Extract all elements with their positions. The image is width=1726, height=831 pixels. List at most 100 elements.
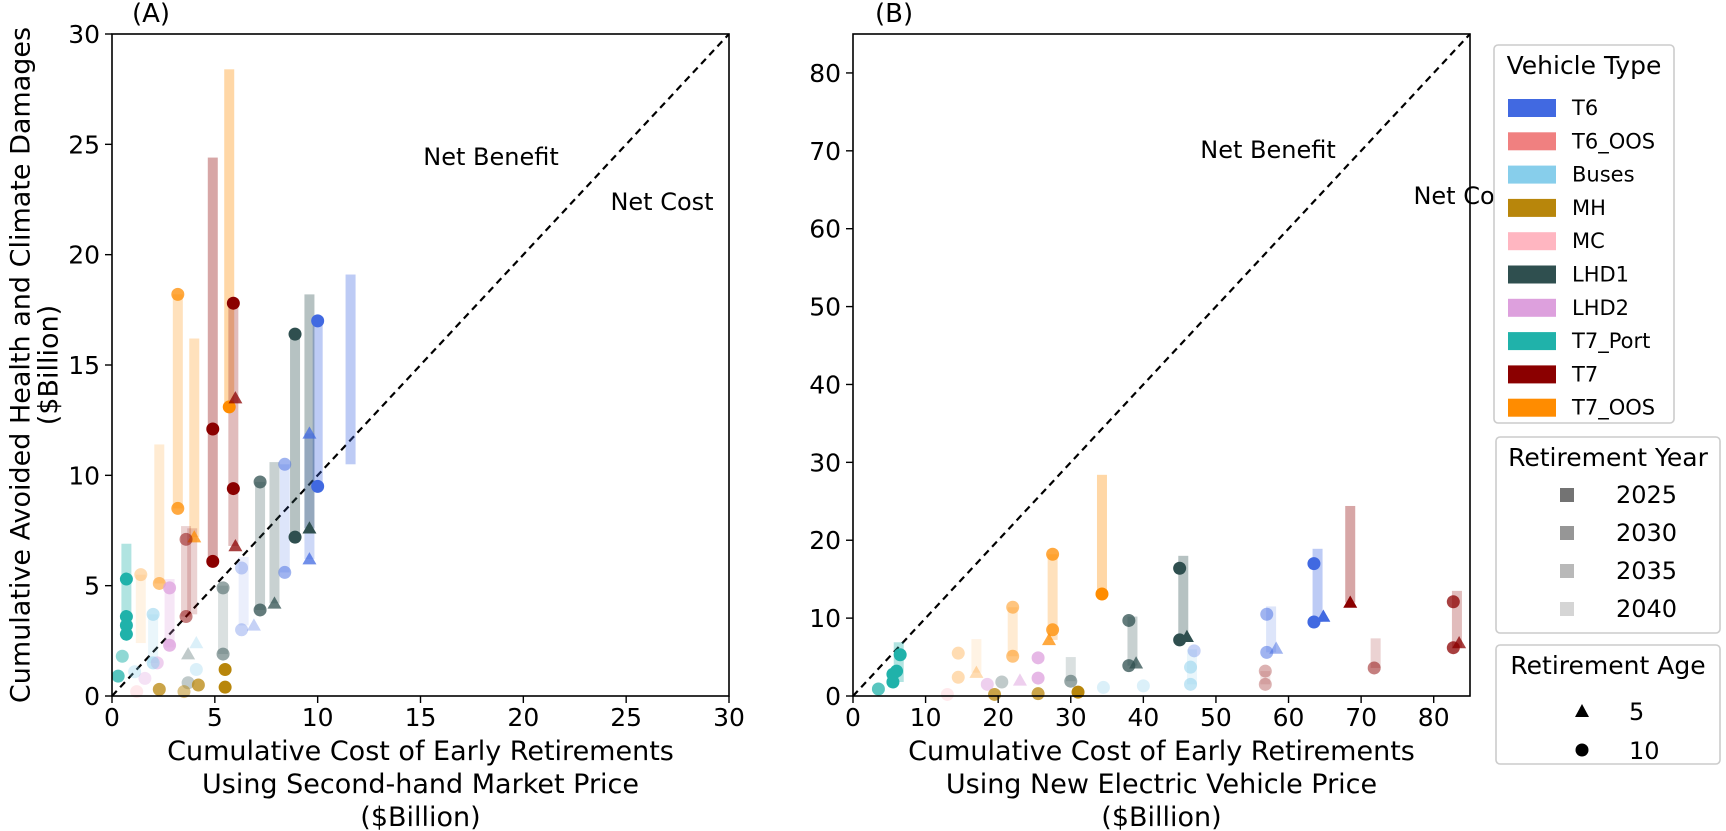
x-tick-label: 10 <box>910 703 942 732</box>
circle-marker <box>1064 674 1078 688</box>
circle-marker <box>253 475 267 489</box>
circle-marker <box>980 677 994 691</box>
x-axis-label: ($Billion) <box>1101 802 1221 831</box>
x-tick-label: 30 <box>713 703 745 732</box>
x-tick-label: 50 <box>1200 703 1232 732</box>
y-tick-label: 40 <box>809 370 841 399</box>
range-bar <box>1370 638 1381 668</box>
legend-swatch <box>1508 132 1556 151</box>
circle-marker <box>1006 600 1020 614</box>
circle-marker <box>311 314 325 328</box>
circle-marker <box>152 576 166 590</box>
legend-title: Vehicle Type <box>1507 51 1662 80</box>
legend-square <box>1560 602 1574 616</box>
circle-marker <box>226 296 240 310</box>
circle-marker <box>134 568 148 582</box>
circle-marker <box>288 327 302 341</box>
legend-swatch <box>1508 265 1556 284</box>
triangle-marker <box>302 426 317 439</box>
y-tick-label: 30 <box>68 20 100 49</box>
legend-square <box>1560 526 1574 540</box>
triangle-marker-icon <box>1575 704 1589 717</box>
y-tick-label: 15 <box>68 351 100 380</box>
triangle-marker <box>1041 632 1056 646</box>
triangle-marker <box>1452 636 1467 649</box>
x-axis-label: Cumulative Cost of Early Retirements <box>167 736 674 767</box>
x-axis-label: Cumulative Cost of Early Retirements <box>908 736 1415 767</box>
circle-marker <box>886 675 900 689</box>
legend-swatch <box>1508 165 1556 184</box>
range-bar <box>164 579 175 648</box>
legend-label: T7_Port <box>1571 329 1650 354</box>
y-axis-label: Cumulative Avoided Health and Climate Da… <box>5 27 36 703</box>
legend-label: 2025 <box>1616 481 1677 509</box>
x-tick-label: 30 <box>1055 703 1087 732</box>
legend-label: T6 <box>1571 96 1598 120</box>
circle-marker <box>1187 644 1201 658</box>
circle-marker <box>171 287 185 301</box>
range-bar <box>1127 616 1138 666</box>
y-tick-label: 0 <box>84 682 100 711</box>
legend-label: T6_OOS <box>1571 129 1655 154</box>
y-tick-label: 5 <box>84 572 100 601</box>
x-tick-label: 0 <box>845 703 861 732</box>
circle-marker <box>1173 633 1187 647</box>
range-bar <box>255 481 266 610</box>
range-bar <box>148 614 159 663</box>
circle-marker <box>1260 607 1274 621</box>
circle-marker <box>1258 664 1272 678</box>
legend-swatch <box>1508 298 1556 317</box>
legend-label: MC <box>1572 229 1605 253</box>
range-bar <box>290 334 301 538</box>
legend-label: 2030 <box>1616 519 1677 547</box>
range-bar <box>1007 607 1018 657</box>
circle-marker <box>191 678 205 692</box>
y-tick-label: 60 <box>809 215 841 244</box>
x-tick-label: 5 <box>207 703 223 732</box>
circle-marker <box>171 501 185 515</box>
y-tick-label: 70 <box>809 137 841 166</box>
triangle-marker <box>228 391 243 404</box>
circle-marker <box>146 607 160 621</box>
retirement-age-legend <box>1495 644 1721 765</box>
legend-title: Retirement Age <box>1510 651 1705 680</box>
x-tick-label: 0 <box>104 703 120 732</box>
range-bar <box>224 69 235 407</box>
range-bar <box>345 274 356 465</box>
x-tick-label: 80 <box>1418 703 1450 732</box>
plot-frame <box>852 33 1471 697</box>
circle-marker <box>1136 679 1150 693</box>
circle-marker <box>130 685 144 699</box>
range-bar <box>1178 555 1189 640</box>
reference-line <box>111 33 730 697</box>
range-bar <box>1266 606 1277 653</box>
range-bar <box>1065 657 1076 682</box>
legend-label: 2035 <box>1616 557 1677 585</box>
circle-marker <box>163 581 177 595</box>
legend-label: T7_OOS <box>1571 396 1655 421</box>
legend-swatch <box>1508 198 1556 217</box>
triangle-marker <box>267 596 282 609</box>
circle-marker <box>871 682 885 696</box>
circle-marker <box>253 603 267 617</box>
circle-marker <box>218 663 232 677</box>
x-tick-label: 15 <box>405 703 437 732</box>
circle-marker <box>1095 587 1109 601</box>
triangle-marker <box>1316 609 1331 622</box>
circle-marker <box>1260 645 1274 659</box>
circle-marker <box>152 682 166 696</box>
circle-marker <box>1046 623 1060 637</box>
y-tick-label: 50 <box>809 293 841 322</box>
y-tick-label: 80 <box>809 59 841 88</box>
circle-marker <box>115 649 129 663</box>
triangle-marker <box>246 618 261 631</box>
circle-marker <box>1006 649 1020 663</box>
range-bar <box>269 462 280 604</box>
triangle-marker <box>189 636 204 649</box>
circle-marker <box>163 638 177 652</box>
circle-marker <box>893 648 907 662</box>
y-tick-label: 20 <box>68 241 100 270</box>
x-tick-label: 10 <box>302 703 334 732</box>
circle-marker <box>1446 595 1460 609</box>
